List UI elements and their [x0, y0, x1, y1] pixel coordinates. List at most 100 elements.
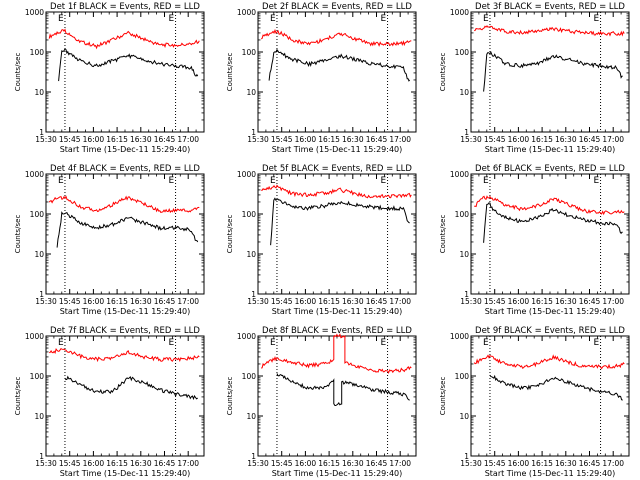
series-events-line	[276, 373, 410, 407]
x-tick-label: 15:45	[271, 135, 293, 144]
y-axis-label: Counts/sec	[226, 377, 234, 416]
x-axis-label: Start Time (15-Dec-11 15:29:40)	[272, 307, 403, 316]
y-tick-label: 1000	[25, 8, 44, 17]
x-tick-label: 15:30	[247, 135, 269, 144]
y-tick-label: 1000	[237, 8, 256, 17]
x-tick-label: 16:15	[318, 459, 340, 468]
y-tick-label: 1	[251, 452, 256, 461]
panel-det-8: Det 8f BLACK = Events, RED = LLD 1 10 100 10…	[226, 326, 417, 478]
y-axis-label: Counts/sec	[14, 215, 22, 254]
x-tick-label: 16:00	[295, 297, 317, 306]
x-tick-label: 16:30	[555, 135, 577, 144]
panel-det-1: Det 1f BLACK = Events, RED = LLD 1 10 100 10…	[14, 2, 205, 154]
y-axis-label: Counts/sec	[226, 53, 234, 92]
panel-title: Det 3f BLACK = Events, RED = LLD	[475, 2, 625, 12]
series-lld-line	[474, 25, 625, 37]
time-marker-label: E	[381, 338, 387, 348]
panel-det-5: Det 5f BLACK = Events, RED = LLD 1 10 100 10…	[226, 164, 417, 316]
plot-frame	[45, 173, 205, 295]
x-tick-label: 16:00	[83, 459, 105, 468]
time-marker-label: E	[483, 338, 489, 348]
x-tick-label: 16:30	[130, 459, 152, 468]
time-marker-label: E	[270, 176, 276, 186]
x-axis-label: Start Time (15-Dec-11 15:29:40)	[485, 307, 616, 316]
y-tick-label: 10	[34, 88, 44, 97]
panel-title: Det 4f BLACK = Events, RED = LLD	[50, 164, 200, 174]
y-tick-label: 10	[246, 412, 256, 421]
series-events-line	[270, 197, 410, 246]
x-tick-label: 16:45	[366, 459, 388, 468]
panel-title: Det 1f BLACK = Events, RED = LLD	[50, 2, 200, 12]
series-events-line	[58, 48, 199, 82]
x-tick-label: 16:15	[106, 297, 128, 306]
x-tick-label: 16:45	[579, 297, 601, 306]
series-events-line	[483, 51, 623, 92]
y-tick-label: 1	[464, 290, 469, 299]
x-tick-label: 16:45	[579, 135, 601, 144]
y-tick-label: 100	[455, 48, 470, 57]
y-tick-label: 1000	[450, 332, 469, 341]
x-tick-label: 17:00	[602, 135, 624, 144]
x-tick-label: 16:30	[342, 135, 364, 144]
y-tick-label: 10	[34, 412, 44, 421]
x-tick-label: 16:00	[83, 135, 105, 144]
x-tick-label: 17:00	[389, 297, 411, 306]
y-tick-label: 1000	[450, 8, 469, 17]
series-events-line	[64, 375, 198, 401]
y-tick-label: 100	[30, 372, 45, 381]
time-marker-label: E	[594, 338, 600, 348]
y-tick-label: 1	[39, 290, 44, 299]
time-marker-label: E	[169, 176, 175, 186]
x-tick-label: 17:00	[389, 459, 411, 468]
y-tick-label: 1	[251, 290, 256, 299]
y-tick-label: 100	[455, 372, 470, 381]
y-tick-label: 100	[242, 210, 257, 219]
time-marker-label: E	[381, 176, 387, 186]
plot-frame	[257, 335, 417, 457]
y-axis-label: Counts/sec	[439, 53, 447, 92]
panel-det-4: Det 4f BLACK = Events, RED = LLD 1 10 100 10…	[14, 164, 205, 316]
x-tick-label: 16:30	[130, 297, 152, 306]
time-marker-label: E	[270, 14, 276, 24]
y-tick-label: 10	[459, 250, 469, 259]
x-tick-label: 16:45	[154, 297, 176, 306]
series-lld-line	[260, 28, 412, 47]
y-axis-label: Counts/sec	[439, 215, 447, 254]
y-tick-label: 100	[30, 48, 45, 57]
y-tick-label: 10	[34, 250, 44, 259]
plot-frame	[470, 335, 630, 457]
time-marker-label: E	[58, 14, 64, 24]
x-tick-label: 16:15	[106, 135, 128, 144]
panel-title: Det 5f BLACK = Events, RED = LLD	[262, 164, 412, 174]
panel-title: Det 2f BLACK = Events, RED = LLD	[262, 2, 412, 12]
x-tick-label: 15:45	[484, 135, 506, 144]
y-tick-label: 100	[30, 210, 45, 219]
y-tick-label: 10	[246, 250, 256, 259]
x-tick-label: 15:30	[460, 459, 482, 468]
y-axis-label: Counts/sec	[14, 377, 22, 416]
time-marker-label: E	[483, 14, 489, 24]
x-tick-label: 17:00	[177, 459, 199, 468]
x-tick-label: 15:30	[247, 297, 269, 306]
series-lld-line	[261, 184, 412, 199]
time-marker-label: E	[270, 338, 276, 348]
x-tick-label: 15:45	[59, 135, 81, 144]
x-tick-label: 15:45	[271, 297, 293, 306]
series-lld-line	[474, 195, 625, 216]
y-axis-label: Counts/sec	[14, 53, 22, 92]
x-tick-label: 16:00	[295, 459, 317, 468]
plot-frame	[257, 11, 417, 133]
x-tick-label: 15:45	[59, 297, 81, 306]
x-tick-label: 16:30	[342, 297, 364, 306]
x-tick-label: 16:30	[555, 297, 577, 306]
y-tick-label: 1000	[237, 170, 256, 179]
x-tick-label: 16:00	[295, 135, 317, 144]
time-marker-label: E	[381, 14, 387, 24]
x-tick-label: 16:15	[106, 459, 128, 468]
y-tick-label: 100	[455, 210, 470, 219]
x-axis-label: Start Time (15-Dec-11 15:29:40)	[485, 145, 616, 154]
y-tick-label: 100	[242, 372, 257, 381]
y-tick-label: 1000	[25, 332, 44, 341]
x-tick-label: 15:30	[35, 459, 57, 468]
